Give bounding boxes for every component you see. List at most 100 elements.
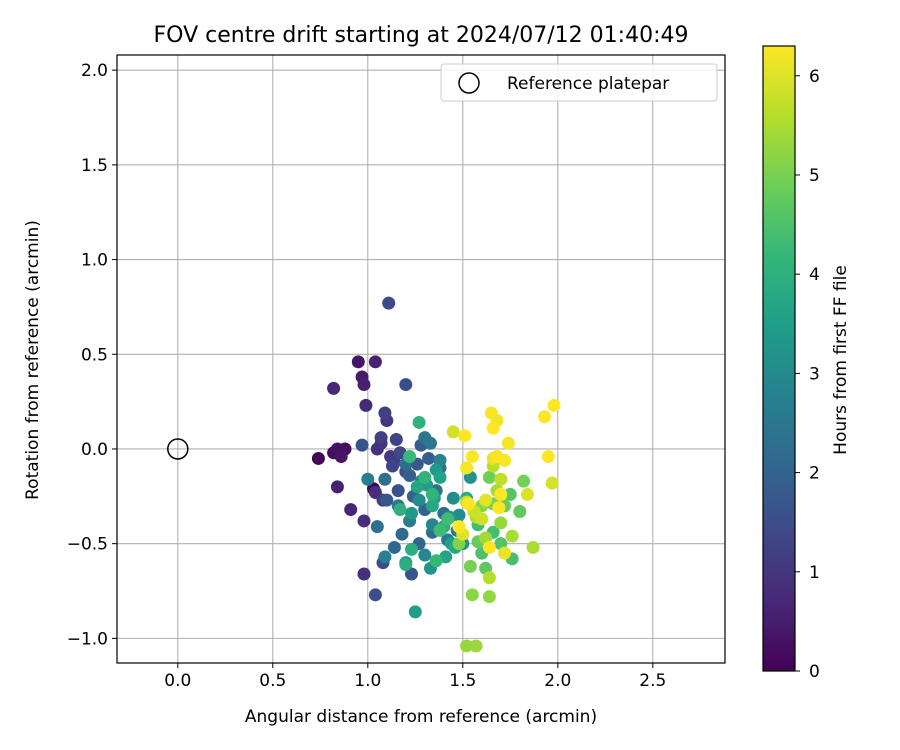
data-point	[482, 590, 496, 604]
data-point	[311, 451, 325, 465]
data-point	[357, 567, 371, 581]
x-tick-label: 1.5	[449, 671, 476, 691]
y-tick-label: 0.0	[81, 440, 108, 460]
y-tick-label: 0.5	[81, 345, 108, 365]
legend-label-reference-platepar: Reference platepar	[507, 74, 669, 94]
data-point	[370, 520, 384, 534]
data-point	[446, 425, 460, 439]
data-point	[494, 472, 508, 486]
data-point	[498, 453, 512, 467]
legend-box	[440, 63, 718, 102]
data-point	[382, 296, 396, 310]
data-point	[482, 540, 496, 554]
data-point	[410, 480, 424, 494]
data-point	[399, 558, 413, 572]
data-point	[405, 567, 418, 581]
data-point	[452, 520, 466, 534]
data-point	[492, 501, 506, 515]
data-point	[387, 540, 401, 554]
x-tick-label: 0.0	[164, 671, 191, 691]
colorbar-tick-label: 0	[809, 662, 820, 682]
data-point	[541, 450, 555, 464]
data-point	[357, 378, 371, 392]
colorbar-tick-label: 2	[809, 464, 820, 484]
data-point	[517, 474, 531, 488]
data-point	[433, 523, 447, 537]
data-point	[368, 588, 382, 602]
data-point	[418, 548, 432, 562]
legend-reference-marker	[458, 72, 480, 94]
data-point	[359, 398, 373, 412]
reference-marker	[167, 438, 189, 460]
data-point	[446, 491, 460, 505]
data-point	[501, 436, 515, 450]
data-point	[361, 472, 375, 486]
colorbar-tick-label: 6	[809, 67, 820, 87]
data-point	[505, 529, 519, 543]
data-point	[327, 381, 341, 395]
legend: Reference platepar	[440, 63, 718, 102]
data-point	[526, 540, 540, 554]
data-point	[460, 461, 474, 475]
data-point	[465, 450, 479, 464]
data-point	[351, 355, 365, 369]
y-tick-label: 2.0	[81, 61, 108, 81]
chart-title: FOV centre drift starting at 2024/07/12 …	[154, 23, 689, 48]
data-point	[386, 459, 399, 473]
data-point	[422, 451, 436, 465]
data-point	[482, 470, 496, 484]
grid-lines	[117, 55, 725, 663]
data-point	[330, 480, 344, 494]
plot-frame	[116, 54, 726, 664]
data-point	[465, 588, 479, 602]
data-point	[482, 571, 496, 585]
x-tick-label: 1.0	[354, 671, 381, 691]
colorbar-tick-label: 3	[809, 364, 820, 384]
data-point	[463, 559, 477, 573]
data-point	[391, 484, 405, 498]
data-point	[412, 415, 426, 429]
data-point	[494, 487, 508, 501]
data-point	[494, 516, 508, 530]
data-point	[368, 355, 382, 369]
colorbar-ticks: 0 1 2 3 4 5 6	[795, 67, 820, 682]
x-tick-label: 2.5	[639, 671, 666, 691]
y-tick-label: −1.0	[67, 629, 108, 649]
data-point	[389, 432, 403, 446]
data-point	[378, 406, 392, 420]
data-point	[503, 487, 517, 501]
data-point	[429, 554, 443, 568]
reference-platepar-marker	[167, 438, 189, 460]
data-point	[403, 468, 417, 482]
data-point	[513, 504, 527, 518]
data-point	[399, 378, 413, 392]
colorbar-tick-label: 4	[809, 265, 820, 285]
data-point	[460, 639, 474, 653]
data-point	[412, 493, 426, 507]
y-axis-ticks: −1.0 −0.5 0.0 0.5 1.0 1.5 2.0	[67, 61, 117, 649]
data-point	[458, 429, 472, 443]
data-point	[405, 542, 418, 556]
data-point	[380, 493, 394, 507]
data-point	[538, 410, 551, 424]
y-tick-label: 1.5	[81, 156, 108, 176]
data-point	[393, 503, 407, 517]
x-tick-label: 0.5	[259, 671, 286, 691]
data-point	[486, 421, 500, 435]
x-axis-ticks: 0.0 0.5 1.0 1.5 2.0 2.5	[164, 663, 666, 691]
data-point	[378, 472, 392, 486]
data-point	[545, 476, 559, 490]
data-point	[403, 450, 417, 464]
data-point	[357, 514, 371, 528]
y-tick-label: −0.5	[67, 535, 108, 555]
data-point	[408, 605, 422, 619]
colorbar-gradient	[762, 45, 796, 672]
data-points	[311, 296, 561, 653]
colorbar-label: Hours from first FF file	[831, 265, 851, 455]
colorbar: 0 1 2 3 4 5 6 Hours from first FF file	[762, 45, 851, 682]
colorbar-tick-label: 1	[809, 563, 820, 583]
data-point	[418, 470, 432, 484]
colorbar-tick-label: 5	[809, 166, 820, 186]
data-point	[475, 512, 489, 526]
